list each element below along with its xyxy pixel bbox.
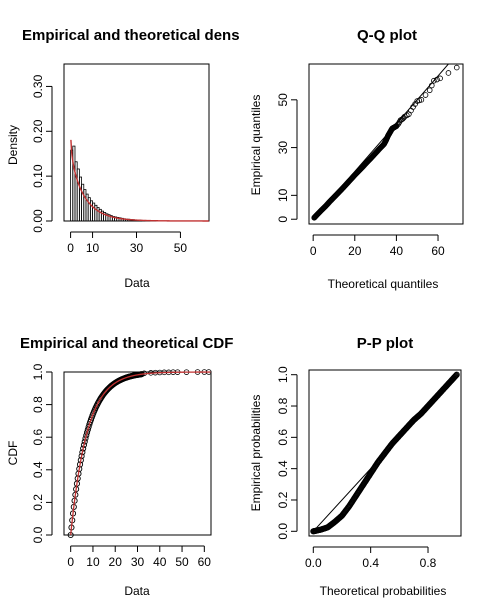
y-tick-label: 30 [276,141,290,155]
cdf-panel: Empirical and theoretical CDF 0 10 20 30 40 5… [6,335,233,598]
qq-panel: Q-Q plot 0 20 40 60 0 10 30 50 Theoretical qua… [249,27,464,291]
qq-point [434,76,440,83]
cdf-marks [67,369,212,539]
pp-point [451,373,458,380]
y-tick-label: 0.4 [31,461,45,478]
density-title: Empirical and theoretical dens [22,27,240,44]
x-tick-label: 20 [348,244,362,258]
x-tick-label: 0.4 [362,556,379,570]
x-tick-label: 20 [109,555,123,569]
theoretical-density-curve [70,139,209,222]
qq-point [445,70,452,76]
qq-y-ticks: 0 10 30 50 [276,93,298,223]
qq-point [437,75,443,82]
qq-point [422,92,429,98]
x-tick-label: 40 [153,555,167,569]
pp-marks [310,371,460,535]
y-tick-label: 0.2 [31,494,45,511]
x-tick-label: 30 [131,555,145,569]
qq-point [418,97,425,103]
cdf-y-ticks: 0.0 0.2 0.4 0.6 0.8 1.0 [31,363,53,543]
y-tick-label: 0.20 [31,119,45,143]
x-tick-label: 10 [86,555,100,569]
x-tick-label: 40 [390,244,404,258]
y-tick-label: 0.2 [276,491,290,508]
pp-point [453,371,460,378]
pp-point [453,372,460,379]
qq-point [453,64,460,71]
x-tick-label: 60 [431,244,445,258]
pp-x-ticks: 0.0 0.4 0.8 [305,546,437,570]
x-tick-label: 50 [175,555,189,569]
y-tick-label: 0.0 [276,523,290,540]
cdf-title: Empirical and theoretical CDF [20,335,233,352]
y-tick-label: 0.30 [31,74,45,98]
y-tick-label: 50 [276,93,290,107]
density-y-ticks: 0.00 0.10 0.20 0.30 [31,74,53,233]
ecdf-point [84,429,91,436]
density-ylabel: Density [6,125,20,165]
x-tick-label: 60 [198,555,212,569]
pp-ylabel: Empirical probabilities [249,395,263,512]
qq-x-ticks: 0 20 40 60 [310,234,445,258]
qq-point [426,87,433,94]
density-x-ticks: 0 10 30 50 [67,231,188,255]
qq-point [431,77,437,84]
y-tick-label: 0.6 [276,429,290,446]
qq-point [408,107,414,114]
qq-marks [311,64,460,221]
x-tick-label: 0.8 [420,556,437,570]
qq-ylabel: Empirical quantiles [249,95,263,196]
x-tick-label: 30 [130,241,144,255]
x-tick-label: 0 [67,555,74,569]
pp-xlabel: Theoretical probabilities [320,584,447,598]
density-marks [70,139,209,222]
y-tick-label: 0 [276,216,290,223]
theoretical-cdf-curve [70,371,211,536]
qq-xlabel: Theoretical quantiles [328,277,439,291]
qq-point [428,82,435,89]
pp-y-ticks: 0.0 0.2 0.4 0.6 0.8 1.0 [276,366,298,540]
y-tick-label: 0.00 [31,209,45,233]
x-tick-label: 0 [67,241,74,255]
y-tick-label: 0.6 [31,429,45,446]
y-tick-label: 0.4 [276,460,290,477]
cdf-xlabel: Data [124,584,150,598]
y-tick-label: 10 [276,188,290,202]
pp-panel: P-P plot 0.0 0.4 0.8 0.0 0.2 0.4 0.6 0.8 1.0 Th… [249,335,462,598]
density-panel: Empirical and theoretical dens 0 10 30 50 0… [6,27,240,290]
x-tick-label: 0.0 [305,556,322,570]
qq-title: Q-Q plot [357,27,417,44]
cdf-plot-frame [63,371,212,536]
y-tick-label: 0.0 [31,526,45,543]
cdf-x-ticks: 0 10 20 30 40 50 60 [67,545,212,569]
y-tick-label: 1.0 [276,366,290,383]
density-xlabel: Data [124,276,150,290]
cdf-ylabel: CDF [6,441,20,466]
x-tick-label: 50 [174,241,188,255]
x-tick-label: 10 [86,241,100,255]
pp-point [452,372,459,380]
y-tick-label: 0.10 [31,164,45,188]
y-tick-label: 1.0 [31,363,45,380]
pp-title: P-P plot [357,335,413,352]
pp-plot-frame [308,369,462,537]
x-tick-label: 0 [310,244,317,258]
y-tick-label: 0.8 [276,397,290,414]
qq-plot-frame [308,63,464,225]
y-tick-label: 0.8 [31,396,45,413]
